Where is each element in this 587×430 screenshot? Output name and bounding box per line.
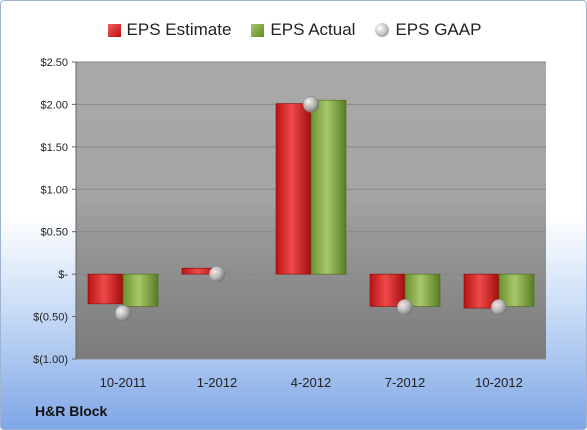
y-tick-label: $1.50 [40, 142, 68, 154]
x-tick-label: 1-2012 [197, 375, 237, 390]
marker-eps-gaap [396, 298, 414, 316]
bar-eps-actual [310, 99, 347, 275]
chart-legend: EPS Estimate EPS Actual EPS GAAP [1, 15, 586, 45]
grey-sphere-icon [375, 23, 390, 37]
green-square-icon [251, 23, 265, 37]
y-tick-label: $2.00 [40, 99, 68, 111]
marker-eps-gaap [114, 304, 132, 322]
y-tick-label: $0.50 [40, 227, 68, 239]
legend-item-actual: EPS Actual [251, 20, 355, 40]
red-square-icon [107, 23, 121, 37]
x-tick-label: 7-2012 [385, 375, 425, 390]
bar-eps-estimate [369, 273, 406, 307]
legend-item-estimate: EPS Estimate [107, 20, 232, 40]
bar-eps-estimate [275, 103, 312, 275]
bar-eps-estimate [87, 273, 124, 305]
y-tick-label: $(1.00) [33, 354, 68, 366]
bar-eps-actual [404, 273, 441, 307]
y-tick-label: $(0.50) [33, 312, 68, 324]
bar-eps-actual [498, 273, 535, 307]
bar-eps-actual [122, 273, 159, 307]
marker-eps-gaap [208, 265, 226, 283]
company-name: H&R Block [35, 403, 108, 419]
legend-label-estimate: EPS Estimate [126, 20, 232, 39]
legend-label-gaap: EPS GAAP [395, 20, 482, 39]
x-tick-label: 10-2012 [475, 375, 523, 390]
legend-item-gaap: EPS GAAP [375, 20, 481, 40]
y-tick-label: $2.50 [40, 57, 68, 69]
x-tick-label: 4-2012 [291, 375, 331, 390]
y-tick-label: $1.00 [40, 184, 68, 196]
x-tick-label: 10-2011 [100, 375, 147, 390]
y-tick-label: $- [58, 269, 68, 281]
legend-label-actual: EPS Actual [270, 20, 356, 39]
marker-eps-gaap [490, 298, 508, 316]
marker-eps-gaap [302, 96, 320, 113]
